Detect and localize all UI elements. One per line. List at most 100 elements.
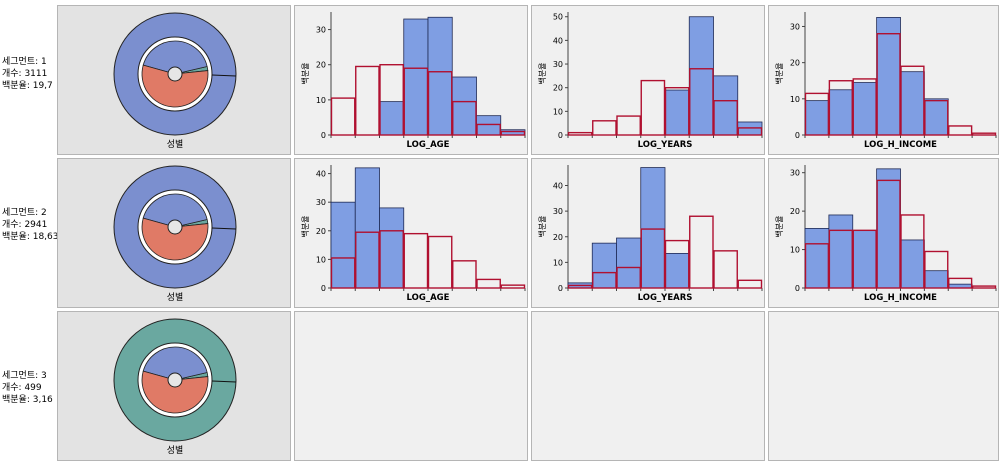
bar-segment: [852, 229, 878, 289]
empty-cell: [294, 311, 528, 461]
bar-overall: [689, 68, 714, 136]
x-axis-label: LOG_H_INCOME: [864, 293, 937, 303]
bar-segment: [379, 207, 405, 289]
pie-cell-1[interactable]: 성별: [57, 5, 291, 155]
bar-segment: [403, 18, 429, 136]
pie-slice: [142, 40, 208, 75]
pie-caption: 성별: [167, 292, 184, 303]
bar-overall: [592, 120, 617, 136]
bar-overall: [452, 100, 477, 136]
pie-cell-3[interactable]: 성별: [57, 311, 291, 461]
bar-overall: [737, 127, 763, 136]
bar-segment: [427, 16, 453, 136]
y-tick-label: 0: [795, 284, 800, 293]
bar-overall: [427, 71, 453, 136]
segment-percent: 백분율: 18,63: [2, 232, 59, 242]
y-tick-label: 20: [316, 227, 326, 236]
histogram-cell-r2-c2[interactable]: 0 10 20 30 40 LOG_YEARS 백분율: [531, 158, 765, 308]
histogram-cell-r2-c3[interactable]: 0 10 20 30 LOG_H_INCOME 백분율: [768, 158, 999, 308]
y-axis-label: 백분율: [537, 215, 547, 237]
bar-segment: [451, 76, 477, 136]
pie-slice: [142, 193, 208, 228]
segment-label-1: 세그먼트: 1 개수: 3111 백분율: 19,7: [2, 56, 56, 92]
histogram: 0 10 20 30 LOG_AGE 백분율: [300, 12, 526, 150]
histogram-cell-r1-c3[interactable]: 0 10 20 30 LOG_H_INCOME 백분율: [768, 5, 999, 155]
bar-overall: [592, 271, 617, 289]
pie-chart: 성별: [113, 165, 237, 303]
segment-count: 개수: 499: [2, 383, 42, 393]
y-tick-label: 0: [558, 284, 563, 293]
bar-overall: [828, 229, 853, 289]
y-axis-label: 백분율: [774, 215, 784, 237]
segment-name: 세그먼트: 2: [2, 208, 47, 218]
y-tick-label: 40: [316, 170, 326, 179]
y-tick-label: 40: [553, 36, 563, 45]
bar-overall: [664, 86, 690, 136]
bar-segment: [379, 101, 405, 136]
bar-segment: [876, 17, 901, 136]
bar-overall: [476, 123, 501, 136]
histogram-cell-r1-c1[interactable]: 0 10 20 30 LOG_AGE 백분율: [294, 5, 528, 155]
pie-slice: [141, 64, 209, 108]
y-tick-label: 30: [553, 60, 563, 69]
bar-segment: [616, 237, 642, 289]
y-tick-label: 40: [553, 182, 563, 191]
pie-cell-2[interactable]: 성별: [57, 158, 291, 308]
segment-name: 세그먼트: 1: [2, 57, 47, 67]
histogram-cell-r1-c2[interactable]: 0 10 20 30 40 50 LOG_YEARS 백분율: [531, 5, 765, 155]
bar-segment: [852, 82, 878, 136]
bar-overall: [828, 80, 853, 136]
bar-segment: [330, 201, 356, 289]
histogram: 0 10 20 30 40 50 LOG_YEARS 백분율: [537, 12, 763, 150]
bar-overall: [876, 33, 901, 136]
bar-overall: [500, 284, 526, 289]
bar-segment: [923, 98, 949, 136]
bar-segment: [804, 100, 830, 136]
bar-segment: [828, 89, 854, 136]
y-tick-label: 0: [321, 284, 326, 293]
bar-overall: [713, 250, 738, 289]
bar-segment: [900, 71, 925, 136]
bar-overall: [971, 132, 997, 136]
bar-segment: [664, 253, 690, 289]
y-tick-label: 30: [790, 22, 800, 31]
x-axis-label: LOG_YEARS: [638, 293, 693, 303]
bar-overall: [616, 266, 641, 289]
bar-segment: [900, 239, 925, 289]
y-tick-label: 30: [790, 169, 800, 178]
bar-overall: [689, 215, 714, 289]
histogram: 0 10 20 30 LOG_H_INCOME 백분율: [774, 165, 997, 303]
bar-segment: [591, 242, 617, 289]
pie-caption: 성별: [167, 139, 184, 150]
histogram-cell-r2-c1[interactable]: 0 10 20 30 40 LOG_AGE 백분율: [294, 158, 528, 308]
bar-overall: [876, 179, 901, 289]
y-axis-label: 백분율: [300, 62, 310, 84]
bar-segment: [923, 270, 949, 289]
center-hole: [167, 219, 183, 235]
y-tick-label: 10: [316, 96, 326, 105]
y-axis-label: 백분율: [537, 62, 547, 84]
y-tick-label: 50: [553, 13, 563, 22]
bar-segment: [640, 167, 666, 289]
y-axis-label: 백분율: [300, 215, 310, 237]
y-tick-label: 20: [553, 233, 563, 242]
y-tick-label: 20: [316, 61, 326, 70]
y-tick-label: 10: [790, 246, 800, 255]
bar-overall: [616, 115, 641, 136]
x-axis-label: LOG_YEARS: [638, 140, 693, 150]
bar-segment: [500, 129, 526, 136]
bar-overall: [379, 230, 404, 289]
bar-overall: [804, 92, 830, 136]
bar-overall: [427, 235, 453, 289]
y-tick-label: 0: [321, 131, 326, 140]
ring-marker: [211, 227, 237, 230]
empty-cell: [768, 311, 999, 461]
bar-overall: [900, 65, 925, 136]
y-tick-label: 30: [553, 207, 563, 216]
y-tick-label: 0: [558, 131, 563, 140]
segment-label-2: 세그먼트: 2 개수: 2941 백분율: 18,63: [2, 207, 59, 243]
bar-overall: [567, 284, 593, 289]
y-tick-label: 10: [553, 258, 563, 267]
bar-overall: [355, 231, 380, 289]
segment-percent: 백분율: 3,16: [2, 395, 53, 405]
